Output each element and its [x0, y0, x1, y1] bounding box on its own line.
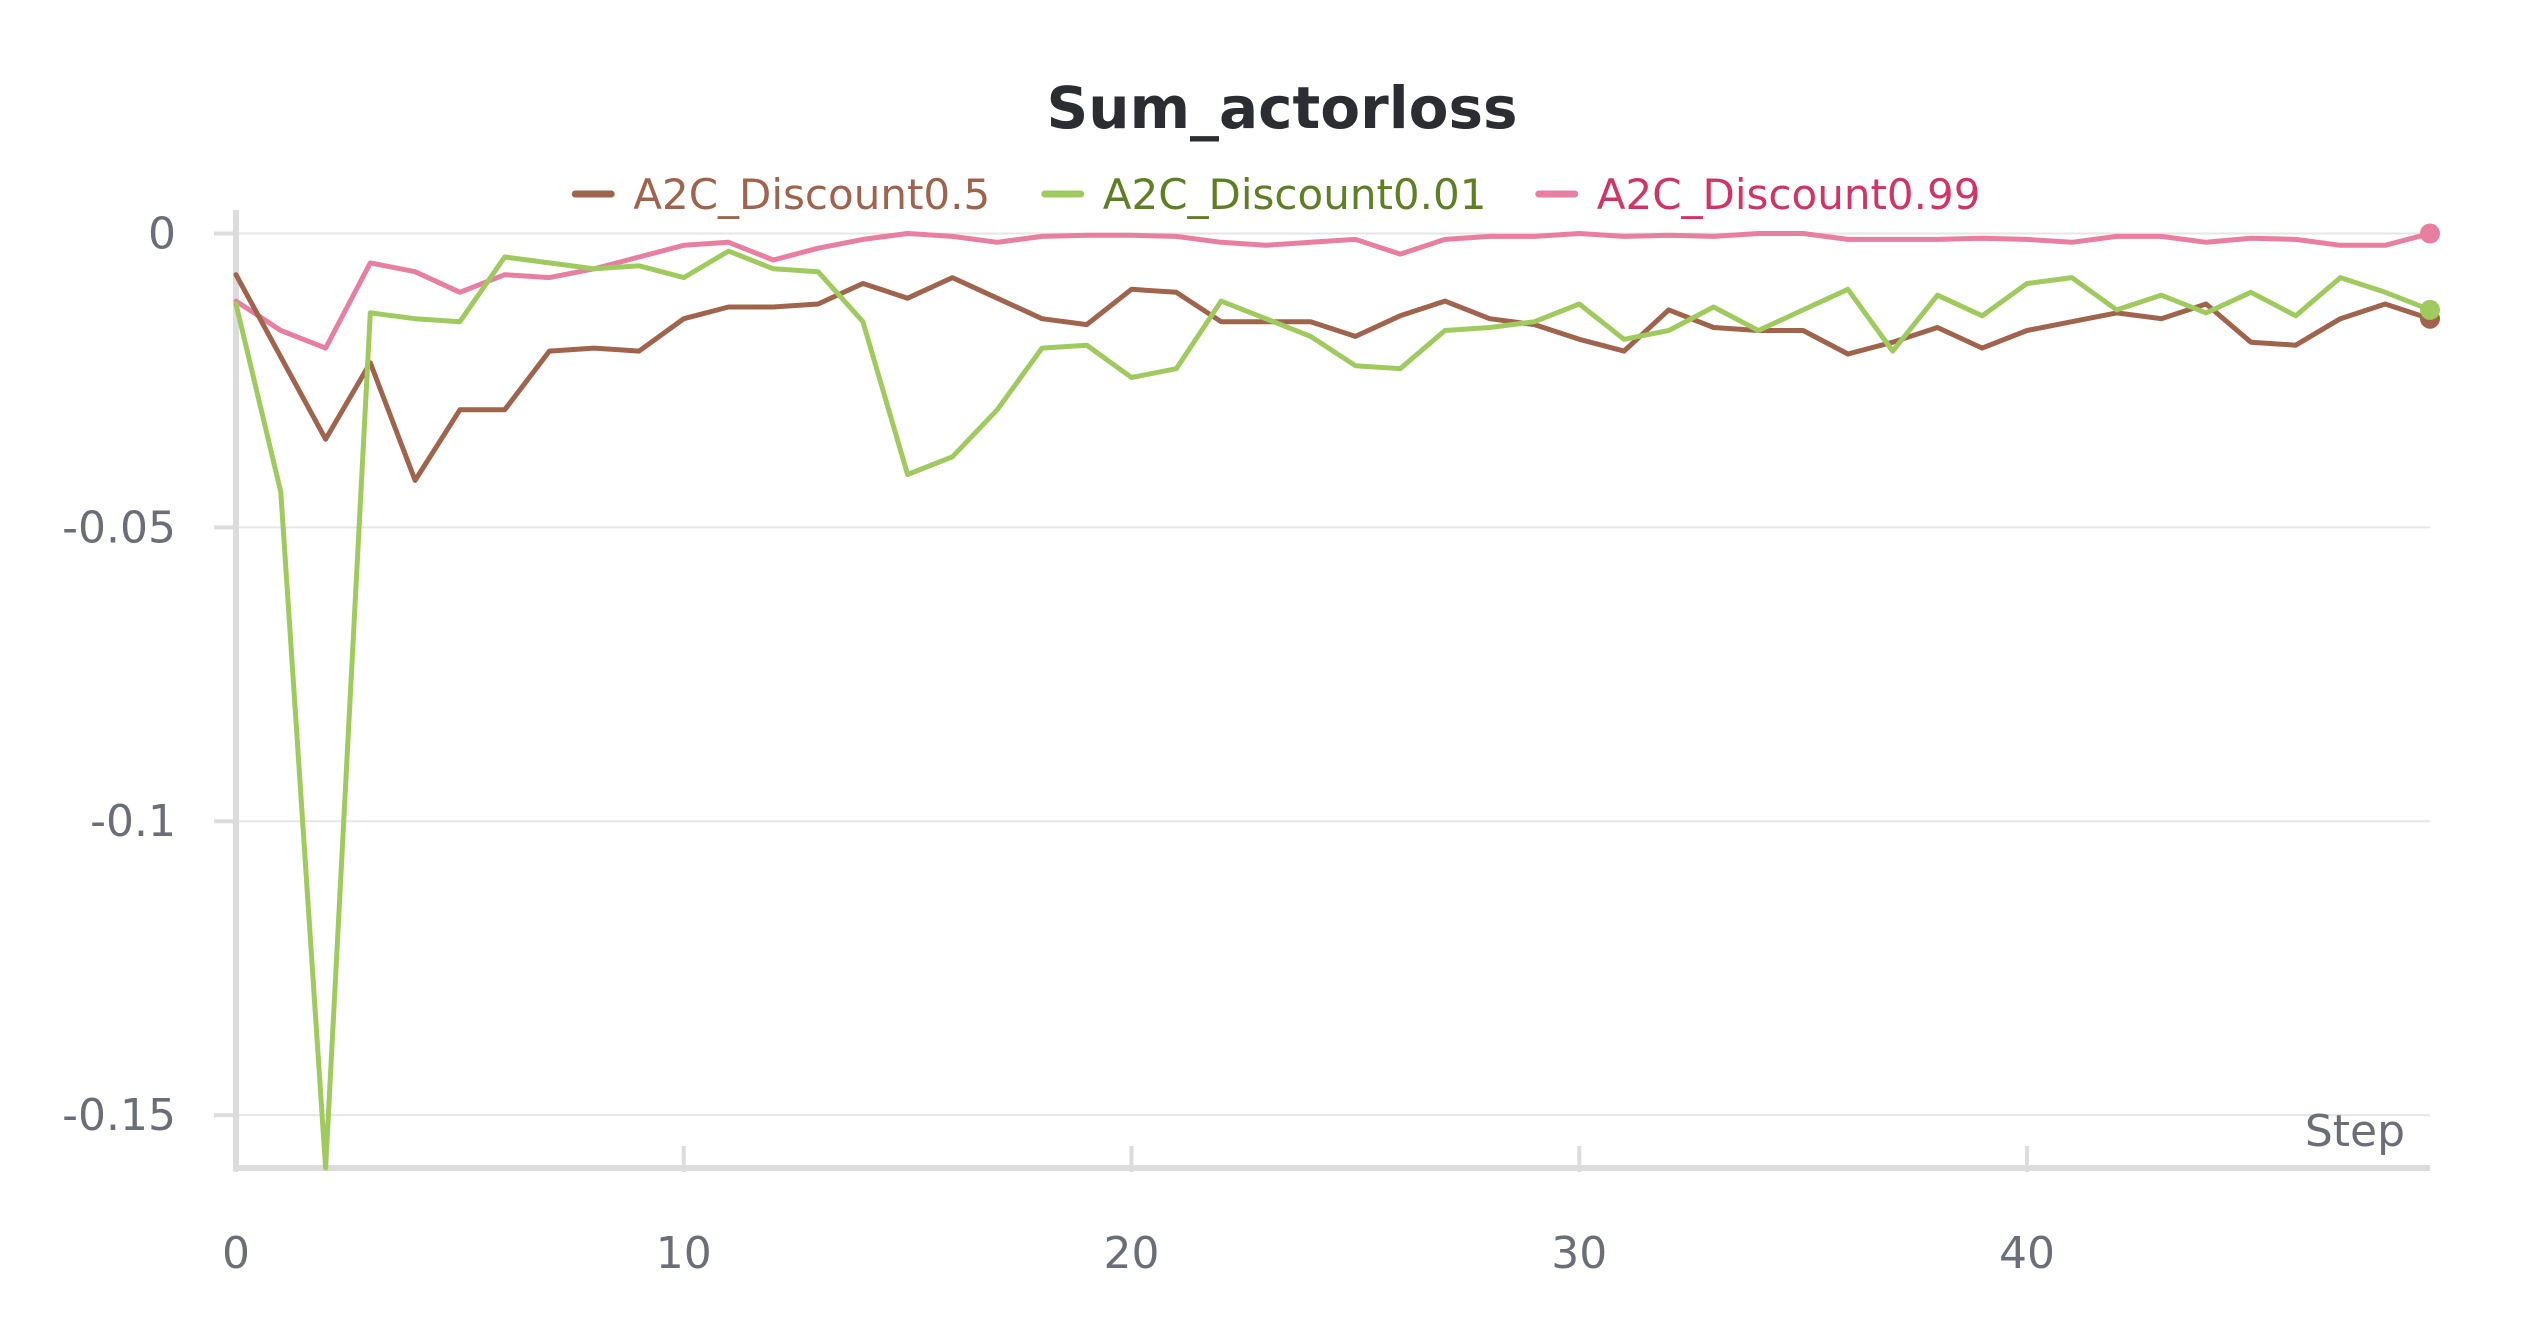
x-tick-label: 30 — [1551, 1228, 1607, 1279]
x-tick-label: 40 — [1999, 1228, 2055, 1279]
legend-item[interactable]: A2C_Discount0.01 — [1041, 170, 1487, 219]
legend-label: A2C_Discount0.5 — [633, 170, 990, 219]
series-line-A2C_Discount0.5 — [233, 272, 2433, 483]
series-endpoint-A2C_Discount0.99 — [2420, 223, 2440, 244]
y-tick-label: 0 — [148, 209, 176, 260]
grid — [236, 232, 2430, 1117]
axes: 0 -0.05 -0.1 -0.15 0 10 20 30 40 — [62, 209, 2430, 1279]
series-endpoint-A2C_Discount0.01 — [2420, 299, 2440, 320]
legend-item[interactable]: A2C_Discount0.99 — [1535, 170, 1981, 219]
legend-label: A2C_Discount0.99 — [1597, 170, 1981, 219]
y-tick-label: -0.15 — [62, 1090, 176, 1141]
x-tick-label: 0 — [222, 1228, 250, 1279]
legend-item[interactable]: A2C_Discount0.5 — [571, 170, 990, 219]
series-group — [233, 223, 2440, 1171]
legend: A2C_Discount0.5 A2C_Discount0.01 A2C_Disco… — [571, 170, 1981, 219]
y-tick-label: -0.1 — [90, 796, 176, 847]
legend-label: A2C_Discount0.01 — [1103, 170, 1487, 219]
x-tick-label: 10 — [656, 1228, 712, 1279]
y-tick-label: -0.05 — [62, 502, 176, 553]
series-line-A2C_Discount0.01 — [233, 248, 2433, 1171]
x-tick-label: 20 — [1104, 1228, 1160, 1279]
x-axis-title: Step — [2305, 1106, 2405, 1157]
chart-title: Sum_actorloss — [1047, 74, 1518, 142]
